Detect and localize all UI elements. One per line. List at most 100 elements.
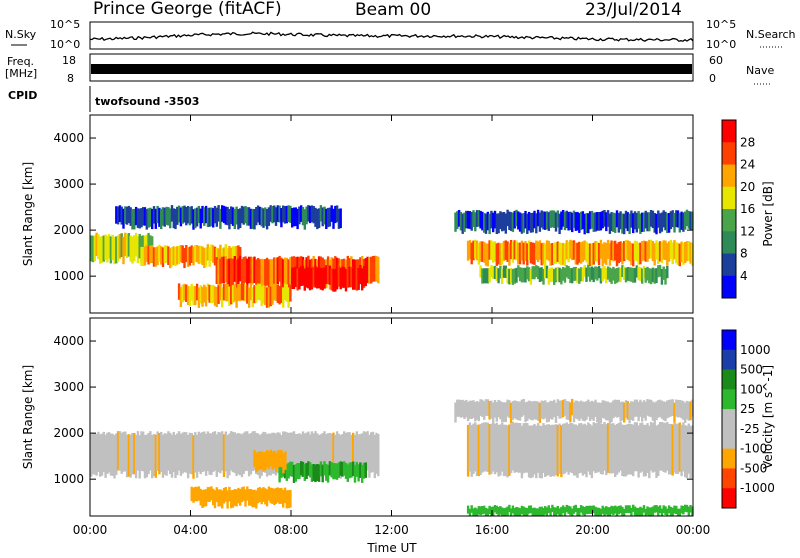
power-cell-4-11	[197, 287, 201, 308]
velocity-cell-4-63	[579, 423, 583, 473]
power-cell-4-34	[239, 284, 242, 302]
velocity-cell-5-132	[691, 399, 694, 417]
power-cell-8-90	[615, 210, 619, 228]
power-cell-2-7	[228, 258, 231, 288]
velocity-cell-4-42	[542, 423, 545, 473]
power-cell-8-117	[664, 211, 667, 231]
velocity-cell-3-22	[230, 490, 233, 509]
velocity-cell-3-50	[280, 488, 283, 504]
velocity-cell-1-37	[344, 462, 348, 479]
velocity-cell-0-125	[314, 431, 317, 471]
velocity-cell-1-40	[350, 462, 353, 478]
velocity-cell-4-83	[615, 424, 619, 475]
velocity-cell-4-4	[474, 422, 477, 472]
velocity-cell-1-26	[325, 463, 328, 481]
velocity-cell-6-57	[569, 506, 572, 516]
power-cell-6-59	[585, 267, 588, 282]
power-cell-4-13	[201, 286, 204, 307]
power-cell-6-2	[483, 268, 486, 284]
power-cell-8-120	[669, 211, 673, 230]
power-cell-6-28	[529, 268, 533, 285]
power-cell-8-56	[554, 212, 558, 232]
power-cell-8-126	[680, 211, 683, 230]
power-cell-3-7	[303, 268, 306, 291]
velocity-cell-6-95	[637, 507, 640, 516]
velocity-cell-4-35	[529, 425, 533, 479]
velocity-cell-0-52	[183, 431, 186, 473]
power-cell-6-0	[479, 265, 482, 278]
velocity-cell-1-13	[301, 461, 305, 477]
velocity-cell-0-89	[249, 433, 253, 475]
power-cell-1-17	[170, 247, 174, 267]
velocity-cell-6-13	[490, 506, 493, 516]
nsky-tick-top-left: 10^5	[50, 18, 80, 31]
velocity-cell-5-118	[666, 400, 669, 419]
velocity-ytick-label-1: 3000	[53, 380, 84, 394]
power-cell-4-55	[276, 285, 279, 303]
velocity-cell-6-118	[678, 508, 681, 516]
power-cell-5-47	[551, 243, 554, 265]
power-cell-8-65	[571, 212, 574, 233]
velocity-cell-0-56	[190, 433, 193, 475]
velocity-cell-5-56	[554, 402, 558, 423]
power-cell-7-39	[185, 207, 188, 226]
velocity-cell-6-90	[628, 505, 631, 514]
power-cell-7-49	[203, 207, 206, 226]
power-cell-2-5	[224, 256, 227, 283]
velocity-cell-0-24	[133, 433, 136, 475]
velocity-cell-5-23	[495, 402, 498, 422]
power-cell-0-1	[91, 235, 95, 263]
power-cell-3-1	[292, 267, 296, 289]
vel-cbar-tick-2: 100	[740, 382, 763, 396]
velocity-cell-3-48	[276, 487, 279, 503]
velocity-cell-4-6	[477, 424, 480, 476]
velocity-cell-5-18	[486, 399, 489, 417]
velocity-cell-0-66	[208, 433, 211, 475]
xtick-label-6: 00:00	[676, 523, 711, 537]
velocity-cell-5-129	[685, 400, 689, 420]
velocity-cell-4-18	[499, 424, 502, 476]
power-cbar-swatch-1	[722, 142, 736, 165]
power-cell-7-1	[116, 206, 120, 225]
power-cell-7-44	[194, 208, 197, 229]
power-cbar-tick-4: 12	[740, 224, 755, 238]
velocity-cell-1-38	[346, 464, 349, 482]
power-cell-0-17	[120, 233, 123, 257]
power-cell-0-6	[100, 236, 104, 263]
power-cbar-swatch-0	[722, 120, 736, 143]
power-cell-3-14	[316, 267, 319, 289]
velocity-cell-6-36	[531, 508, 534, 516]
velocity-cell-5-111	[653, 402, 656, 423]
velocity-cell-3-55	[289, 489, 292, 508]
power-cell-7-16	[143, 207, 147, 226]
power-cell-5-4	[474, 239, 477, 259]
velocity-cell-3-2	[194, 486, 197, 502]
xtick-label-3: 12:00	[374, 523, 409, 537]
power-cbar-tick-1: 24	[740, 158, 755, 172]
velocity-cell-5-96	[626, 401, 629, 420]
power-cell-6-55	[578, 268, 581, 284]
power-cell-8-79	[596, 212, 599, 231]
power-cell-5-3	[472, 240, 475, 261]
power-cell-8-107	[646, 212, 649, 232]
power-cell-8-76	[590, 210, 594, 229]
velocity-cell-0-127	[317, 435, 321, 479]
velocity-cell-6-40	[538, 506, 542, 516]
power-cell-8-34	[515, 209, 518, 227]
velocity-cell-1-3	[283, 462, 287, 479]
velocity-cell-5-108	[648, 399, 651, 417]
power-cell-8-70	[579, 211, 583, 231]
power-cell-2-19	[249, 256, 253, 284]
velocity-cell-0-70	[215, 434, 218, 477]
velocity-cell-0-79	[231, 431, 235, 473]
power-cell-7-117	[325, 208, 328, 229]
velocity-cell-0-16	[118, 431, 122, 471]
xtick-label-5: 20:00	[575, 523, 610, 537]
velocity-cell-5-67	[574, 400, 577, 419]
nave-tick-top: 60	[709, 54, 723, 67]
power-cell-4-17	[208, 284, 211, 303]
power-cell-0-20	[125, 233, 129, 258]
power-cell-6-22	[518, 267, 522, 282]
velocity-cell-3-31	[246, 486, 249, 501]
